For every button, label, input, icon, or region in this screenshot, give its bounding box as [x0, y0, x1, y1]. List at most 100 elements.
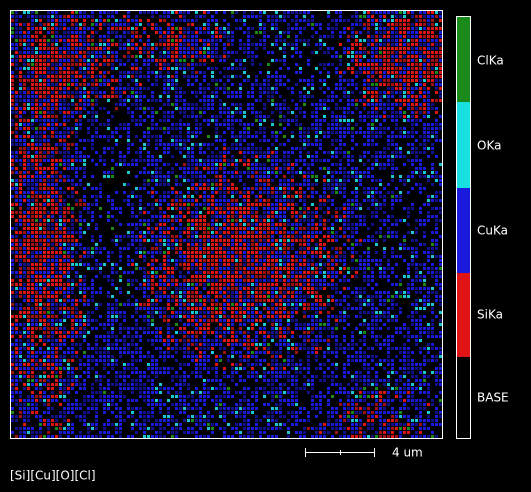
map-pixel: [35, 187, 38, 190]
map-pixel: [187, 159, 190, 162]
map-pixel: [439, 19, 442, 22]
map-pixel: [139, 211, 142, 214]
map-pixel: [347, 99, 350, 102]
map-pixel: [379, 79, 382, 82]
map-pixel: [231, 231, 234, 234]
map-pixel: [19, 143, 22, 146]
map-pixel: [47, 271, 50, 274]
map-pixel: [439, 219, 442, 222]
map-pixel: [255, 255, 258, 258]
map-pixel: [19, 175, 22, 178]
map-pixel: [59, 151, 62, 154]
map-pixel: [47, 95, 50, 98]
map-pixel: [343, 267, 346, 270]
map-pixel: [243, 251, 246, 254]
map-pixel: [303, 39, 306, 42]
map-pixel: [399, 255, 402, 258]
map-pixel: [39, 187, 42, 190]
map-pixel: [311, 251, 314, 254]
map-pixel: [375, 239, 378, 242]
map-pixel: [335, 87, 338, 90]
map-pixel: [47, 75, 50, 78]
map-pixel: [63, 155, 66, 158]
map-pixel: [227, 271, 230, 274]
map-pixel: [375, 51, 378, 54]
map-pixel: [63, 35, 66, 38]
map-pixel: [51, 159, 54, 162]
map-pixel: [435, 79, 438, 82]
map-pixel: [379, 51, 382, 54]
map-pixel: [195, 103, 198, 106]
map-pixel: [31, 203, 34, 206]
map-pixel: [67, 227, 70, 230]
map-pixel: [79, 75, 82, 78]
map-pixel: [351, 199, 354, 202]
map-pixel: [231, 163, 234, 166]
map-pixel: [155, 139, 158, 142]
map-pixel: [123, 191, 126, 194]
map-pixel: [75, 95, 78, 98]
map-pixel: [419, 187, 422, 190]
map-pixel: [255, 175, 258, 178]
map-pixel: [423, 123, 426, 126]
map-pixel: [335, 71, 338, 74]
map-pixel: [63, 59, 66, 62]
map-pixel: [331, 119, 334, 122]
map-pixel: [367, 27, 370, 30]
map-pixel: [271, 59, 274, 62]
map-pixel: [299, 191, 302, 194]
map-pixel: [431, 35, 434, 38]
map-pixel: [51, 247, 54, 250]
map-pixel: [183, 231, 186, 234]
map-pixel: [243, 43, 246, 46]
map-pixel: [179, 243, 182, 246]
map-pixel: [267, 235, 270, 238]
map-pixel: [275, 15, 278, 18]
map-pixel: [339, 167, 342, 170]
map-pixel: [351, 207, 354, 210]
map-pixel: [319, 119, 322, 122]
map-pixel: [275, 79, 278, 82]
map-pixel: [107, 99, 110, 102]
map-pixel: [31, 187, 34, 190]
map-pixel: [71, 191, 74, 194]
map-pixel: [191, 75, 194, 78]
map-pixel: [87, 75, 90, 78]
map-pixel: [327, 159, 330, 162]
map-pixel: [15, 235, 18, 238]
map-pixel: [79, 83, 82, 86]
map-pixel: [391, 31, 394, 34]
map-pixel: [215, 259, 218, 262]
map-pixel: [131, 35, 134, 38]
map-pixel: [395, 71, 398, 74]
map-pixel: [167, 131, 170, 134]
map-pixel: [75, 87, 78, 90]
map-pixel: [51, 251, 54, 254]
map-pixel: [139, 219, 142, 222]
map-pixel: [279, 67, 282, 70]
map-pixel: [255, 79, 258, 82]
map-pixel: [75, 147, 78, 150]
map-pixel: [119, 79, 122, 82]
map-pixel: [423, 47, 426, 50]
map-pixel: [35, 139, 38, 142]
map-pixel: [155, 167, 158, 170]
map-pixel: [319, 247, 322, 250]
map-pixel: [167, 151, 170, 154]
map-pixel: [431, 31, 434, 34]
map-pixel: [195, 75, 198, 78]
map-pixel: [247, 131, 250, 134]
map-pixel: [31, 47, 34, 50]
map-pixel: [347, 63, 350, 66]
map-pixel: [83, 63, 86, 66]
map-pixel: [387, 259, 390, 262]
map-pixel: [155, 83, 158, 86]
map-pixel: [319, 215, 322, 218]
map-pixel: [55, 191, 58, 194]
map-pixel: [399, 219, 402, 222]
map-pixel: [135, 135, 138, 138]
map-pixel: [119, 255, 122, 258]
map-pixel: [227, 211, 230, 214]
map-pixel: [327, 179, 330, 182]
map-pixel: [47, 55, 50, 58]
